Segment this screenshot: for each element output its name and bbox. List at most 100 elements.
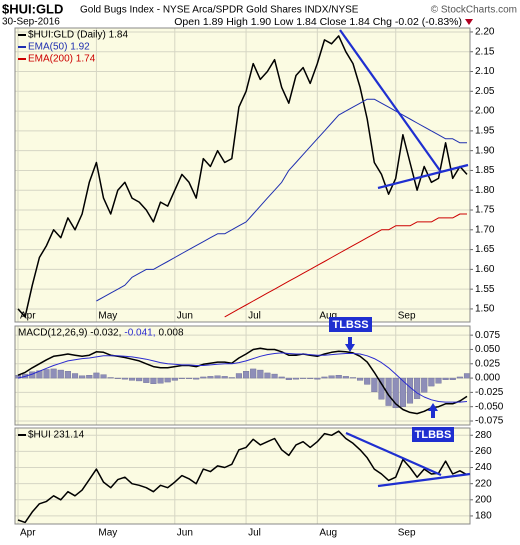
arrow bbox=[345, 337, 355, 352]
histogram-bar bbox=[136, 377, 143, 382]
histogram-bar bbox=[392, 377, 399, 409]
y-tick-label: 280 bbox=[475, 430, 492, 441]
chart-title: $HUI:GLD bbox=[2, 1, 63, 16]
trend-line bbox=[339, 29, 442, 173]
y-tick-label: 200 bbox=[475, 494, 492, 505]
quote: Open 1.89 High 1.90 Low 1.84 Close 1.84 … bbox=[174, 16, 462, 28]
x-tick-label: Jul bbox=[248, 311, 261, 322]
histogram-bar bbox=[121, 377, 128, 380]
histogram-bar bbox=[300, 377, 307, 379]
y-tick-label: 1.90 bbox=[475, 145, 495, 156]
histogram-bar bbox=[221, 376, 228, 379]
histogram-bar bbox=[463, 373, 471, 379]
y-tick-label: 220 bbox=[475, 478, 492, 489]
series-line bbox=[17, 352, 468, 403]
trend-lines bbox=[339, 29, 471, 488]
legend-entry: EMA(50) 1.92 bbox=[28, 42, 90, 53]
plot-frame bbox=[14, 27, 471, 323]
x-tick-label: Jul bbox=[248, 528, 261, 539]
histogram-bar bbox=[414, 377, 421, 399]
legend-entry: 0.008 bbox=[159, 328, 184, 339]
y-tick-label: 2.10 bbox=[475, 66, 495, 77]
histogram-bar bbox=[406, 377, 414, 404]
x-tick-label: Aug bbox=[319, 311, 337, 322]
histogram-bar bbox=[428, 377, 435, 387]
x-tick-label: Jun bbox=[177, 311, 193, 322]
x-tick-label: Apr bbox=[20, 311, 36, 322]
y-tick-label: 2.20 bbox=[475, 27, 495, 38]
histogram-bar bbox=[157, 377, 164, 384]
chart-subtitle: Gold Bugs Index - NYSE Arca/SPDR Gold Sh… bbox=[80, 5, 359, 16]
y-tick-label: 0.000 bbox=[475, 373, 500, 384]
legend-entry: $HUI 231.14 bbox=[28, 430, 85, 441]
plot-area bbox=[15, 28, 470, 322]
histogram-bar bbox=[64, 371, 71, 379]
plot-area bbox=[15, 428, 470, 524]
histogram-bar bbox=[456, 376, 463, 379]
y-tick-label: 2.15 bbox=[475, 46, 495, 57]
histogram-bar bbox=[449, 377, 456, 380]
y-tick-label: 240 bbox=[475, 462, 492, 473]
y-tick-label: 0.075 bbox=[475, 330, 500, 341]
histogram-bar bbox=[214, 375, 221, 379]
histogram-bar bbox=[264, 372, 271, 379]
histogram-bar bbox=[271, 373, 278, 379]
annotation-box bbox=[329, 317, 372, 332]
histogram-bar bbox=[143, 377, 150, 383]
legend-entry: EMA(200) 1.74 bbox=[28, 54, 96, 65]
histogram-bar bbox=[93, 372, 100, 379]
y-tick-label: -0.050 bbox=[475, 401, 504, 412]
histogram-bar bbox=[421, 377, 428, 393]
y-tick-label: 2.00 bbox=[475, 106, 495, 117]
histogram-bar bbox=[314, 377, 321, 380]
plot-area bbox=[15, 326, 470, 425]
histogram-bar bbox=[257, 369, 264, 379]
histogram-bar bbox=[349, 377, 357, 379]
x-tick-label: Jun bbox=[177, 528, 193, 539]
histogram-bar bbox=[114, 377, 121, 379]
y-tick-label: 1.70 bbox=[475, 224, 495, 235]
legend-entry: -0.041, bbox=[124, 328, 155, 339]
histogram-bar bbox=[278, 376, 285, 379]
histogram-bar bbox=[86, 375, 93, 379]
trend-line bbox=[377, 163, 469, 190]
series-line bbox=[17, 35, 468, 318]
histogram-bar bbox=[207, 376, 214, 379]
histogram-bar bbox=[50, 368, 57, 379]
y-tick-label: 1.50 bbox=[475, 304, 495, 315]
date: 30-Sep-2016 bbox=[2, 17, 60, 28]
legend-entry: MACD(12,26,9) -0.032, bbox=[18, 328, 121, 339]
histogram-bar bbox=[100, 374, 107, 379]
histogram-bar bbox=[250, 368, 257, 379]
histogram-bar bbox=[71, 373, 79, 379]
y-tick-label: 1.85 bbox=[475, 165, 495, 176]
plot-frame bbox=[14, 427, 471, 525]
x-tick-label: May bbox=[98, 528, 117, 539]
histogram-bar bbox=[307, 377, 314, 379]
credit: © StockCharts.com bbox=[431, 5, 517, 16]
y-tick-label: -0.025 bbox=[475, 387, 504, 398]
histogram-bar bbox=[178, 377, 185, 379]
y-tick-label: 0.025 bbox=[475, 358, 500, 369]
panels: 1.50 1.55 1.60 1.65 1.70 1.75 1.80 1.85 1.90 1.95… bbox=[14, 27, 504, 539]
histogram-bar bbox=[442, 377, 449, 380]
histogram-bar bbox=[357, 377, 364, 381]
histogram-bar bbox=[36, 370, 43, 379]
x-tick-label: Apr bbox=[20, 528, 36, 539]
histogram-bar bbox=[285, 377, 292, 380]
histogram-bar bbox=[185, 377, 193, 379]
histogram-bar bbox=[364, 377, 371, 385]
y-tick-label: 260 bbox=[475, 446, 492, 457]
arrow bbox=[428, 403, 438, 418]
annotation-box bbox=[412, 427, 454, 442]
y-tick-label: 1.75 bbox=[475, 205, 495, 216]
histogram-bar bbox=[200, 376, 207, 379]
histogram-bar bbox=[371, 377, 378, 393]
down-arrow bbox=[465, 19, 473, 25]
y-tick-label: 1.55 bbox=[475, 284, 495, 295]
y-tick-label: 1.60 bbox=[475, 264, 495, 275]
histogram-bar bbox=[292, 377, 300, 380]
histogram-bar bbox=[193, 377, 200, 380]
